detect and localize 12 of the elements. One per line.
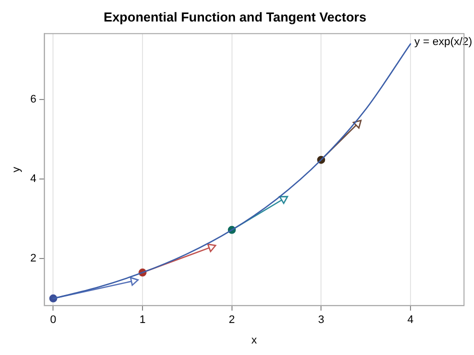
y-axis-title: y [10,166,23,172]
x-tick-label: 0 [50,314,56,326]
series-label: y = exp(x/2) [414,36,472,48]
y-tick-label: 2 [30,252,36,265]
chart-title: Exponential Function and Tangent Vectors [104,9,366,24]
x-tick-label: 2 [228,314,235,326]
y-tick-label: 6 [30,93,36,106]
x-tick-label: 1 [139,314,146,326]
x-tick-label: 4 [407,314,414,326]
y-tick-label: 4 [30,172,36,185]
x-tick-label: 3 [318,314,324,326]
x-axis-title: x [251,334,258,346]
